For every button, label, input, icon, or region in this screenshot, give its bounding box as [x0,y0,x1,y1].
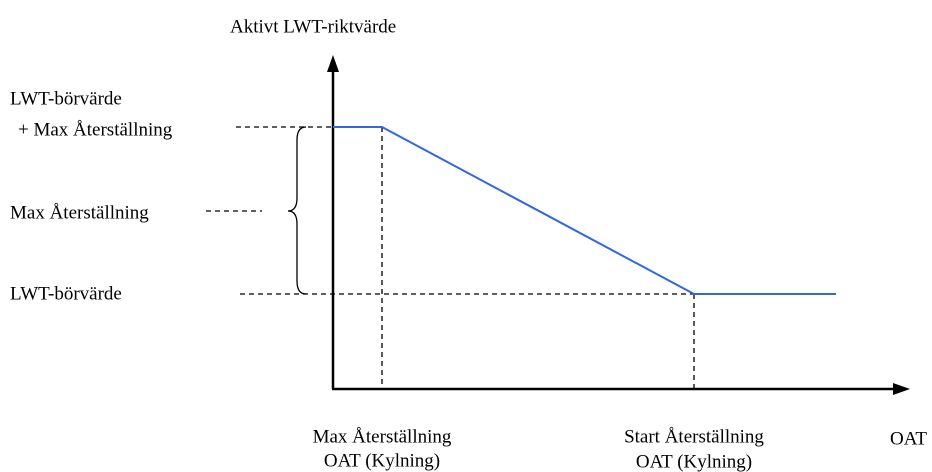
x-axis-arrow [893,383,910,395]
upper-level-label: LWT-börvärde [10,88,122,109]
y-axis-arrow [327,55,339,72]
lower-level-label: LWT-börvärde [10,283,122,304]
range-label: Max Återställning [10,202,149,223]
upper-level-label: + Max Återställning [18,119,173,140]
x-point-label: OAT (Kylning) [636,451,752,472]
brace [287,126,307,295]
x-point-label: Max Återställning [313,426,452,447]
x-axis-label: OAT [890,428,927,449]
reset-curve [333,126,836,295]
y-axis-label: Aktivt LWT-riktvärde [230,16,396,37]
x-point-label: Start Återställning [624,426,764,447]
x-point-label: OAT (Kylning) [324,450,440,471]
